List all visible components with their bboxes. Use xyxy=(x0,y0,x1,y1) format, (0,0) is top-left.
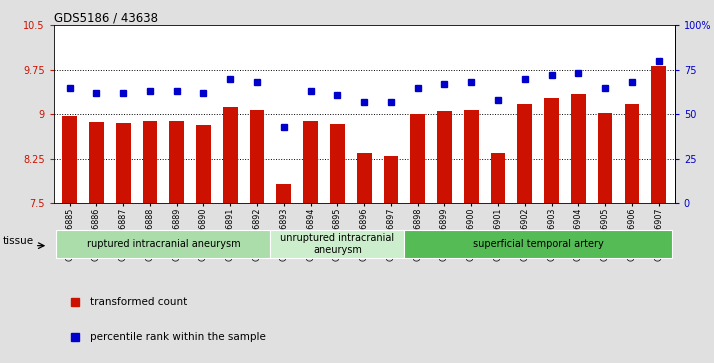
Text: unruptured intracranial
aneurysm: unruptured intracranial aneurysm xyxy=(281,233,394,255)
Text: tissue: tissue xyxy=(3,236,34,246)
Bar xyxy=(330,125,345,203)
Bar xyxy=(437,111,452,203)
Text: ruptured intracranial aneurysm: ruptured intracranial aneurysm xyxy=(86,239,240,249)
Text: GDS5186 / 43638: GDS5186 / 43638 xyxy=(54,11,158,24)
Bar xyxy=(544,98,559,203)
Bar xyxy=(276,184,291,203)
Bar xyxy=(62,115,77,203)
Bar xyxy=(143,122,157,203)
Bar xyxy=(411,114,425,203)
Bar xyxy=(223,107,238,203)
FancyBboxPatch shape xyxy=(271,230,404,258)
Bar xyxy=(116,123,131,203)
Bar xyxy=(357,153,371,203)
FancyBboxPatch shape xyxy=(404,230,672,258)
Bar xyxy=(625,104,639,203)
Text: percentile rank within the sample: percentile rank within the sample xyxy=(89,332,266,342)
Bar xyxy=(598,113,613,203)
Bar xyxy=(303,122,318,203)
Text: superficial temporal artery: superficial temporal artery xyxy=(473,239,603,249)
Text: transformed count: transformed count xyxy=(89,297,187,307)
FancyBboxPatch shape xyxy=(56,230,271,258)
Bar xyxy=(518,104,532,203)
Bar xyxy=(571,94,585,203)
Bar xyxy=(250,110,264,203)
Bar xyxy=(464,110,478,203)
Bar xyxy=(383,156,398,203)
Bar xyxy=(651,66,666,203)
Bar xyxy=(169,122,184,203)
Bar xyxy=(196,125,211,203)
Bar xyxy=(491,153,506,203)
Bar xyxy=(89,122,104,203)
